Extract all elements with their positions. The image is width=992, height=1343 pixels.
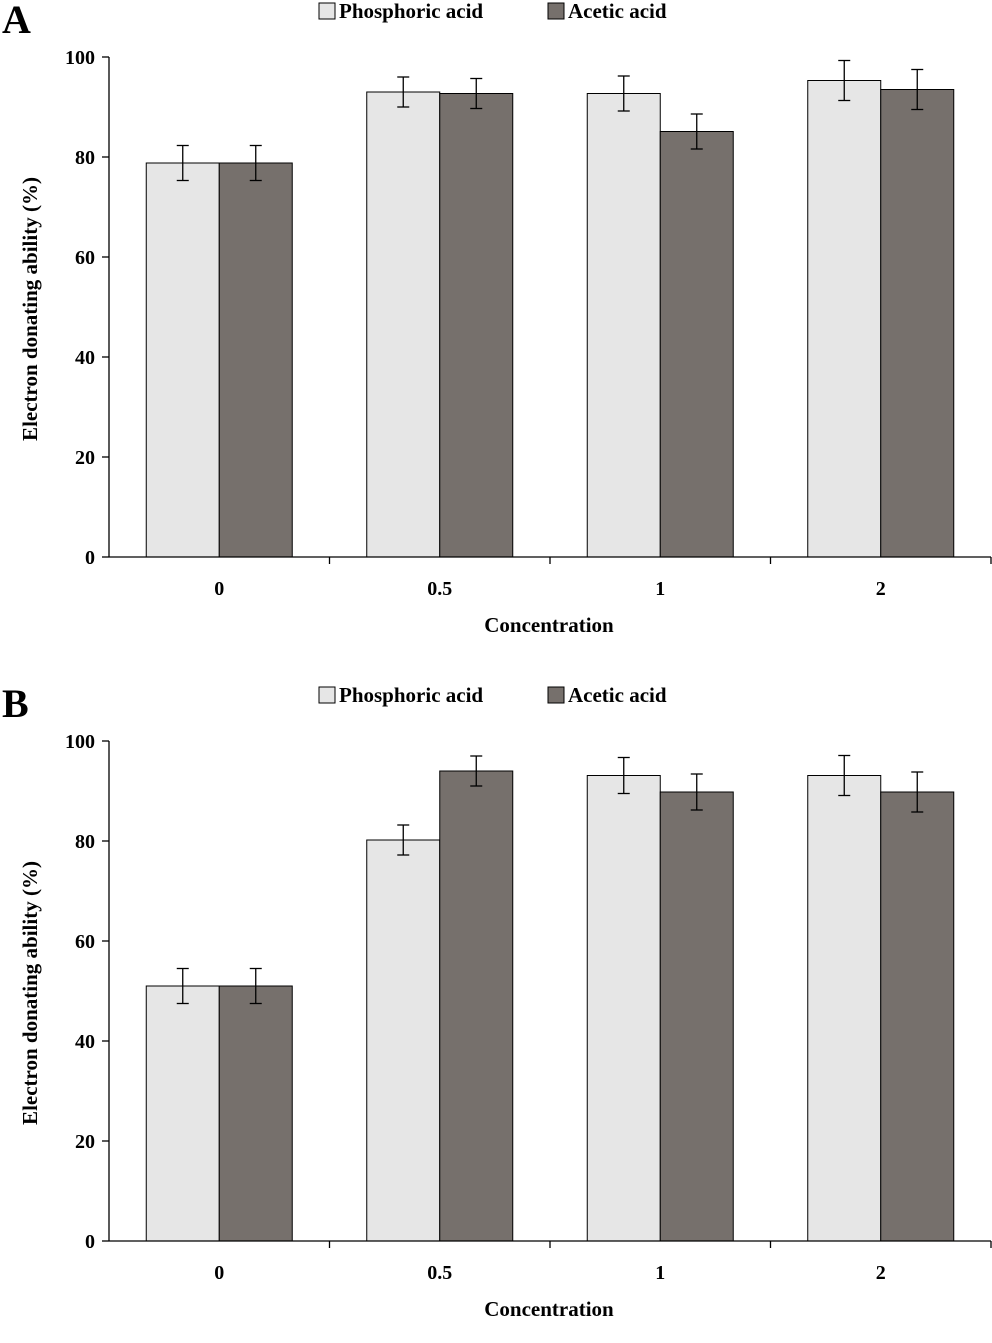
y-tick-label: 20 [75,1131,95,1153]
legend-label-1: Phosphoric acid [339,0,483,23]
y-tick-label: 80 [75,831,95,853]
y-tick-label: 100 [65,47,95,69]
x-tick-label: 2 [876,1262,886,1284]
bar [880,89,955,558]
error-bar [690,773,703,811]
bar-chart-a: A Phosphoric acid Acetic acid0204060801000… [2,0,992,637]
axes [102,740,992,1248]
bar [659,791,734,1242]
error-bar [911,771,924,813]
bar [366,839,441,1242]
series-1 [145,59,882,558]
bar [807,775,882,1242]
bar [218,162,293,558]
series-2 [218,68,955,558]
error-bar [911,68,924,111]
legend-swatch-2 [547,2,565,20]
legend-label-1: Phosphoric acid [339,684,483,707]
error-bar [397,824,410,856]
x-tick-label: 1 [655,1262,665,1284]
legend: Phosphoric acid Acetic acid [318,0,667,23]
bar [807,80,882,558]
bar [366,91,441,558]
x-tick-label: 1 [655,578,665,600]
error-bar [176,144,189,182]
y-tick-label: 60 [75,247,95,269]
error-bar [690,113,703,150]
error-bar [838,59,851,102]
y-tick-label: 60 [75,931,95,953]
bar [439,770,514,1242]
y-tick-label: 0 [85,1231,95,1253]
legend-swatch-1 [318,686,336,704]
bar [880,791,955,1242]
bar [659,131,734,558]
bar [439,93,514,558]
error-bar [470,77,483,110]
bar [145,985,220,1242]
x-tick-label: 0 [214,1262,224,1284]
chart-panel-b: B Phosphoric acid Acetic acid 0 20 40 60 80 100 0… [0,684,992,1343]
x-tick-label: 0 [214,578,224,600]
x-tick-label: 0.5 [427,1262,452,1284]
error-bar [397,76,410,108]
y-tick-label: 0 [85,547,95,569]
bar-chart-b: B Phosphoric acid Acetic acid0204060801000… [2,684,992,1321]
y-tick-label: 40 [75,1031,95,1053]
error-bar [249,967,262,1005]
error-bar [617,75,630,112]
y-axis-title: Electron donating ability (%) [18,177,42,441]
series-2 [218,755,955,1242]
series-1 [145,754,882,1242]
error-bar [176,967,189,1005]
y-tick-label: 80 [75,147,95,169]
axes [102,56,992,564]
bar [218,985,293,1242]
legend-swatch-1 [318,2,336,20]
legend-swatch-2 [547,686,565,704]
error-bar [249,144,262,182]
bar [145,162,220,558]
x-axis-title: Concentration [484,613,614,637]
error-bar [617,756,630,795]
y-axis-title: Electron donating ability (%) [18,861,42,1125]
error-bar [838,754,851,797]
legend-label-2: Acetic acid [568,684,667,707]
x-tick-label: 2 [876,578,886,600]
bar [586,775,661,1242]
panel-letter: A [2,0,31,42]
error-bar [470,755,483,787]
bar [586,93,661,558]
chart-panel-a: A Phosphoric acid Acetic acid 0 20 40 60 80 100 0… [0,0,992,659]
x-axis-title: Concentration [484,1297,614,1321]
y-tick-label: 20 [75,447,95,469]
legend-label-2: Acetic acid [568,0,667,23]
panel-letter: B [2,684,29,726]
legend: Phosphoric acid Acetic acid [318,684,667,707]
x-tick-label: 0.5 [427,578,452,600]
y-tick-label: 100 [65,731,95,753]
y-tick-label: 40 [75,347,95,369]
